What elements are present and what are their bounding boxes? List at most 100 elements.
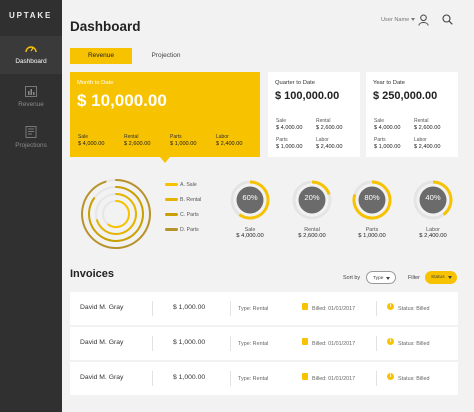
legend-item-parts: C. Parts [165,212,199,218]
chevron-down-icon [448,276,452,279]
sidebar-item-dashboard[interactable]: Dashboard [0,36,62,74]
gauge-icon [25,46,37,53]
invoice-name: David M. Gray [80,304,124,311]
invoice-type: Type: Rental [238,306,269,312]
search-icon[interactable] [442,14,453,25]
donut-value: $ 2,400.00 [419,233,447,239]
donut-arc [311,180,331,196]
sort-type-select[interactable]: Type [366,271,396,284]
legend-item-rental: B. Rental [165,197,201,203]
user-icon[interactable] [418,14,429,26]
donut-arc [238,180,270,220]
invoice-billed: Billed: 01/01/2017 [312,306,356,312]
invoice-type: Type: Rental [238,341,269,347]
quarter-to-date-card[interactable]: Quarter to Date $ 100,000.00 Sale $ 4,000… [268,72,360,157]
donut-percent: 20% [304,193,320,202]
legend-item-sale: A. Sale [165,182,197,188]
donut-center [419,186,447,214]
donut-sale: 60% Sale $ 4,000.00 [228,180,272,239]
donut-label: Rental [304,227,320,233]
divider [230,371,231,386]
user-name: User Name [381,17,410,23]
divider [230,301,231,316]
divider [376,371,377,386]
radial-bar-3 [88,186,144,242]
breakdown-parts: Parts $ 1,000.00 [276,137,303,150]
invoice-name: David M. Gray [80,374,124,381]
tab-projection[interactable]: Projection [151,52,181,59]
breakdown-parts: Parts $ 1,000.00 [374,137,401,150]
divider [376,301,377,316]
breakdown-labor: Labor $ 2,400.00 [316,137,343,150]
donut-arc [432,180,453,216]
radial-bar-2 [95,193,137,235]
radial-bar-1 [107,200,130,228]
month-to-date-card[interactable]: Month to Date $ 10,000.00 Sale $ 4,000.00… [70,72,260,157]
donut-label: Parts [365,227,379,233]
invoices-title: Invoices [70,268,115,280]
breakdown-rental: Rental $ 2,600.00 [316,118,343,131]
breakdown-sale: Sale $ 4,000.00 [276,118,303,131]
info-icon: i [387,373,394,380]
info-icon: i [387,338,394,345]
tab-revenue[interactable]: Revenue [70,48,132,64]
invoice-status: Status: Billed [398,306,430,312]
calendar-icon [302,373,308,380]
divider [152,336,153,351]
legend-item-parts-d: D. Parts [165,227,199,233]
app-logo: UPTAKE [9,11,53,20]
bar-chart-icon [25,86,37,97]
breakdown-labor: Labor $ 2,400.00 [414,137,441,150]
year-to-date-card[interactable]: Year to Date $ 250,000.00 Sale $ 4,000.00… [366,72,458,157]
user-menu[interactable]: User Name [381,17,416,23]
calendar-icon [302,303,308,310]
legend-swatch [165,183,178,187]
card-label: Quarter to Date [275,80,315,86]
donut-ring [230,180,270,220]
donut-center [236,186,264,214]
donut-percent: 40% [425,193,441,202]
invoice-amount: $ 1,000.00 [173,339,206,346]
donut-label: Sale [244,227,256,233]
divider [152,371,153,386]
invoice-row[interactable]: David M. Gray $ 1,000.00 Type: Rental Bi… [70,327,458,360]
donut-parts: 80% Parts $ 1,000.00 [350,180,394,239]
invoice-status: Status: Billed [398,341,430,347]
donut-ring [413,180,453,220]
radial-bar-chart [81,179,151,249]
sort-by-label: Sort by [343,275,361,281]
donut-rental: 20% Rental $ 2,600.00 [290,180,334,239]
sidebar-item-label: Revenue [18,101,44,108]
invoice-type: Type: Rental [238,376,269,382]
card-value: $ 10,000.00 [77,91,167,110]
divider [152,301,153,316]
donut-labor: 40% Labor $ 2,400.00 [411,180,455,239]
donut-center [358,186,386,214]
breakdown-sale: Sale $ 4,000.00 [78,134,105,147]
donut-ring [292,180,332,220]
legend-swatch [165,198,178,202]
invoice-amount: $ 1,000.00 [173,304,206,311]
sidebar-item-label: Dashboard [15,58,47,65]
card-value: $ 100,000.00 [275,90,340,102]
donut-percent: 60% [242,193,258,202]
sidebar-item-revenue[interactable]: Revenue [0,84,62,118]
invoice-row[interactable]: David M. Gray $ 1,000.00 Type: Rental Bi… [70,362,458,395]
sidebar-item-projections[interactable]: Projections [0,124,62,158]
breakdown-rental: Rental $ 2,600.00 [414,118,441,131]
divider [376,336,377,351]
donut-value: $ 4,000.00 [236,233,264,239]
invoice-amount: $ 1,000.00 [173,374,206,381]
info-icon: i [387,303,394,310]
sidebar: UPTAKE Dashboard Revenue Projections [0,0,62,412]
donut-ring [352,180,392,220]
filter-label: Filter [408,275,420,281]
donut-center [298,186,326,214]
breakdown-labor: Labor $ 2,400.00 [216,134,243,147]
donut-value: $ 1,000.00 [358,233,386,239]
card-pointer [160,157,170,163]
card-label: Year to Date [373,80,406,86]
invoice-row[interactable]: David M. Gray $ 1,000.00 Type: Rental Bi… [70,292,458,325]
chevron-down-icon [411,18,416,22]
filter-status-select[interactable]: Status [425,271,457,284]
